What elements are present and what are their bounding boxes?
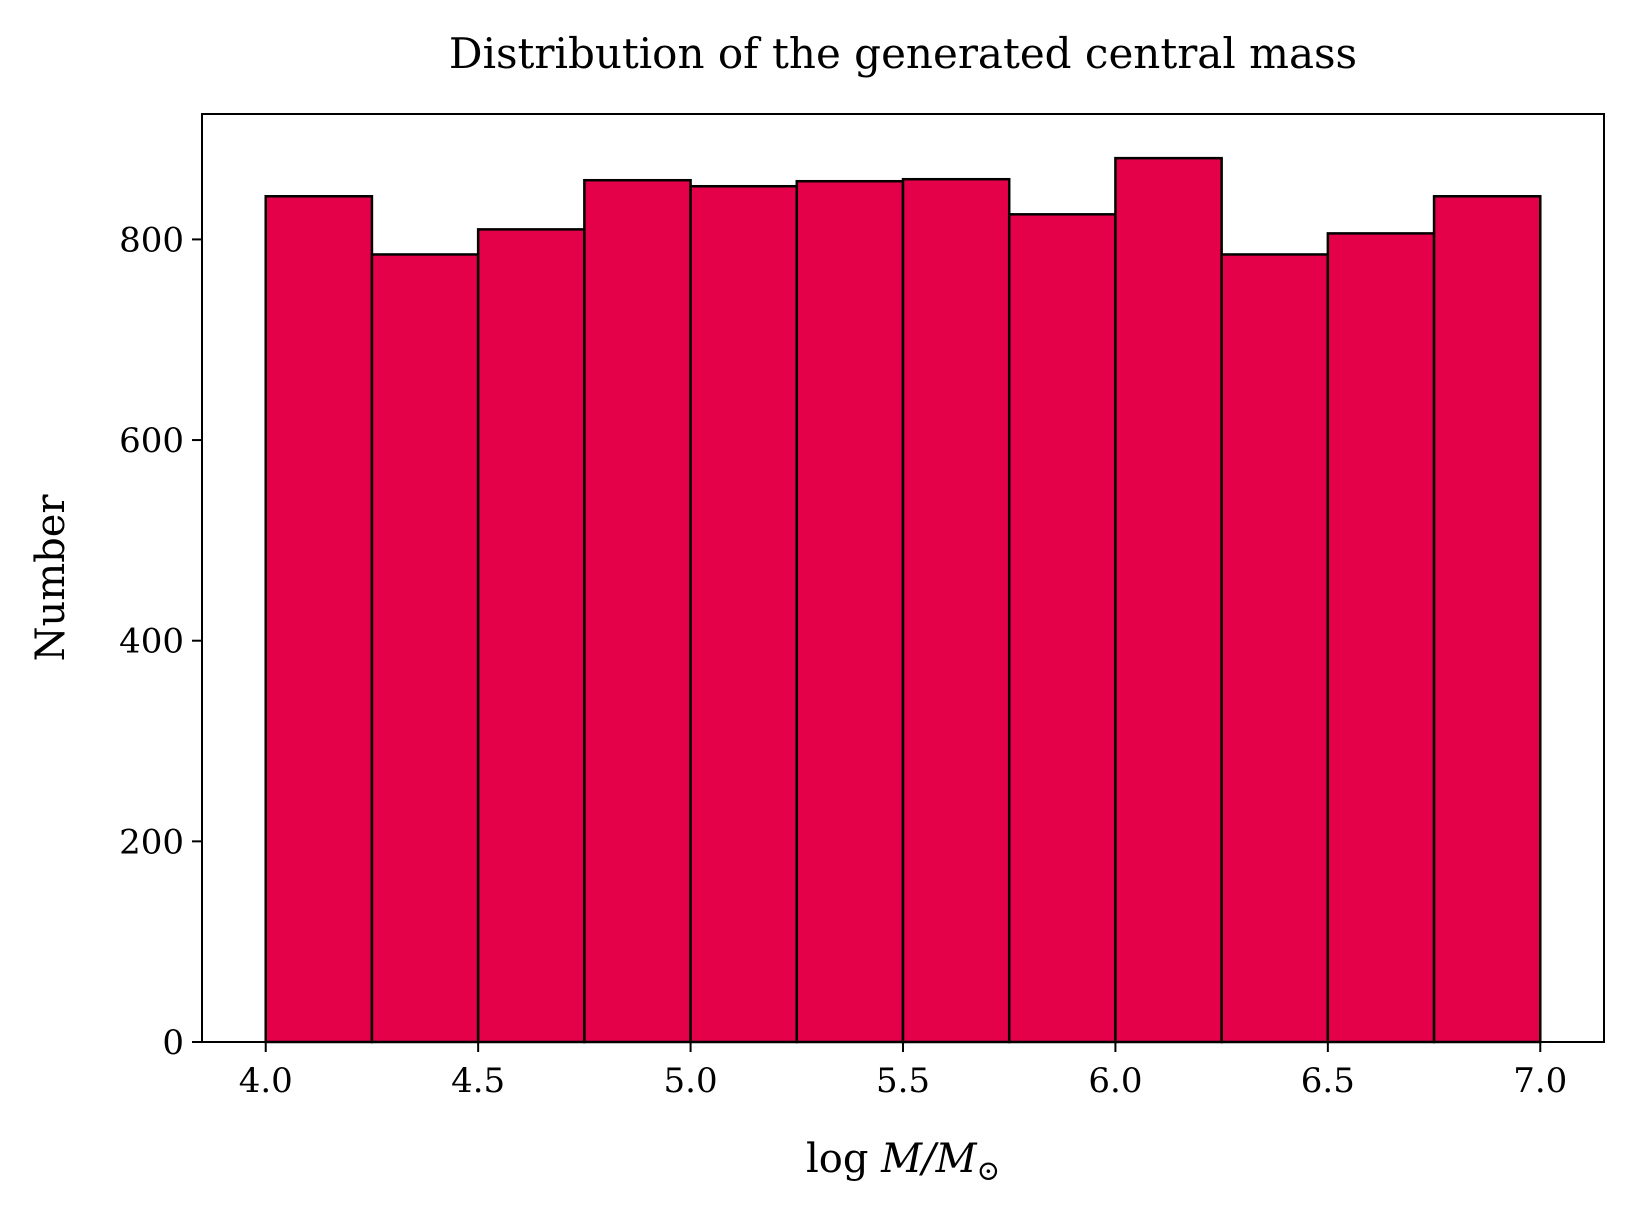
x-tick-label: 6.5 xyxy=(1301,1061,1355,1101)
y-tick-label: 200 xyxy=(119,822,184,862)
x-tick-label: 6.0 xyxy=(1088,1061,1142,1101)
histogram-bar xyxy=(1007,213,1117,1044)
x-axis-label-slash: / xyxy=(918,1136,939,1182)
x-axis-ticks: 4.0 4.5 5.0 5.5 6.0 6.5 7.0 xyxy=(239,1042,1567,1101)
x-tick-label: 7.0 xyxy=(1513,1061,1567,1101)
y-tick-label: 400 xyxy=(119,622,184,662)
histogram-bar xyxy=(583,178,692,1044)
y-axis-label: Number xyxy=(28,494,74,662)
x-axis-label-var2: M xyxy=(935,1136,978,1182)
x-axis-label: log M/M⊙ xyxy=(806,1136,1000,1187)
histogram-bar xyxy=(264,195,374,1044)
y-tick-label: 800 xyxy=(119,220,184,260)
x-tick-label: 5.0 xyxy=(664,1061,718,1101)
histogram-bar xyxy=(1432,195,1542,1044)
x-axis-label-prefix: log xyxy=(806,1136,881,1182)
histogram-bar xyxy=(901,177,1011,1044)
x-axis-label-var1: M xyxy=(880,1136,923,1182)
histogram-bar xyxy=(689,184,799,1044)
histogram-bar xyxy=(370,253,480,1044)
x-tick-label: 4.5 xyxy=(451,1061,505,1101)
y-tick-label: 600 xyxy=(119,421,184,461)
x-tick-label: 4.0 xyxy=(239,1061,293,1101)
bars-group xyxy=(264,156,1542,1044)
histogram-bar xyxy=(795,179,905,1044)
histogram-bar xyxy=(1326,232,1436,1044)
x-axis-label-subscript: ⊙ xyxy=(977,1154,1000,1187)
y-axis-ticks: 0 200 400 600 800 xyxy=(119,220,202,1063)
y-tick-label: 0 xyxy=(162,1023,184,1063)
histogram-bar xyxy=(476,228,586,1044)
chart-title: Distribution of the generated central ma… xyxy=(449,29,1357,78)
histogram-bar xyxy=(1220,253,1330,1044)
histogram-bar xyxy=(1114,156,1223,1044)
x-tick-label: 5.5 xyxy=(876,1061,930,1101)
